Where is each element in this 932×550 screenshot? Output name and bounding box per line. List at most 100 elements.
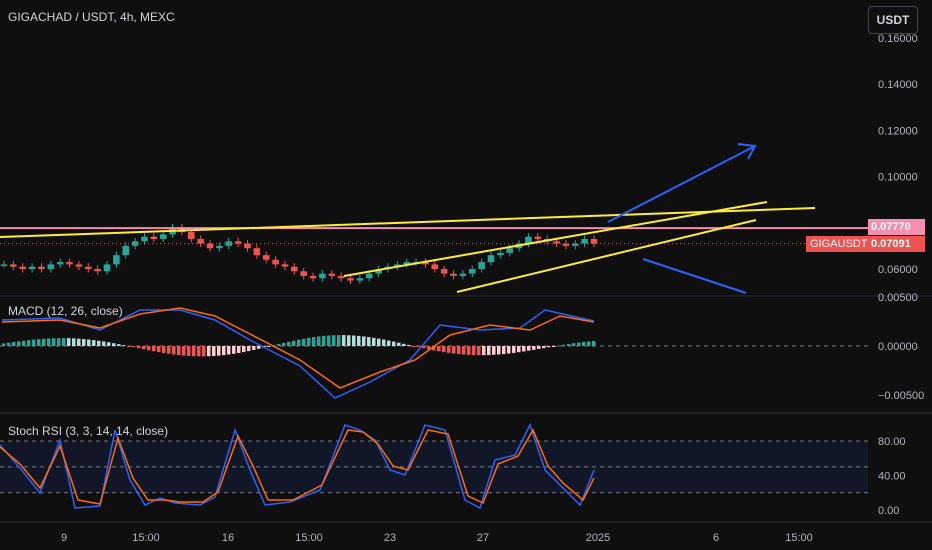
candle-body: [487, 255, 495, 263]
macd-histogram-bar: [147, 346, 151, 351]
macd-histogram-bar: [342, 335, 346, 346]
candle-body: [272, 259, 279, 265]
candle-body: [291, 266, 298, 272]
candle-body: [403, 262, 410, 265]
macd-histogram-bar: [547, 346, 551, 348]
macd-histogram-bar: [212, 346, 216, 357]
currency-button[interactable]: USDT: [868, 6, 918, 34]
macd-histogram-bar: [442, 346, 446, 353]
candle-body: [197, 238, 204, 244]
macd-histogram-bar: [307, 337, 311, 346]
macd-histogram-bar: [182, 346, 186, 356]
macd-histogram-bar: [407, 344, 411, 346]
macd-histogram-bar: [237, 346, 241, 353]
trendline: [456, 219, 757, 293]
macd-histogram-bar: [377, 338, 381, 346]
stoch-tick-label: 40.00: [878, 471, 906, 483]
macd-histogram-bar: [197, 346, 201, 357]
candle-body: [431, 264, 439, 269]
macd-histogram-bar: [22, 340, 26, 346]
candle-body: [38, 266, 45, 269]
trendline: [343, 201, 768, 277]
price-tick-label: 0.16000: [878, 33, 918, 45]
candle-body: [216, 245, 223, 249]
macd-histogram-bar: [532, 346, 536, 350]
candle-body: [497, 252, 504, 256]
candle-body: [525, 236, 532, 244]
up-arrow-line: [607, 145, 756, 223]
macd-histogram-bar: [27, 340, 31, 346]
candle-body: [94, 269, 101, 272]
macd-histogram-bar: [177, 346, 181, 356]
macd-histogram-bar: [412, 346, 416, 347]
macd-histogram-bar: [72, 338, 76, 346]
x-axis-label: 23: [384, 532, 396, 544]
macd-histogram-bar: [192, 346, 196, 357]
candle-body: [75, 264, 83, 267]
macd-histogram-bar: [522, 346, 526, 352]
stoch-k-line: [0, 423, 595, 510]
candle-body: [309, 275, 317, 279]
macd-histogram-bar: [432, 346, 436, 351]
candle-body: [440, 269, 448, 274]
macd-histogram-bar: [162, 346, 166, 353]
candle-body: [0, 264, 8, 266]
candle-body: [10, 264, 17, 267]
candle-body: [141, 236, 148, 242]
macd-histogram-bar: [437, 346, 441, 352]
candle-body: [56, 262, 64, 265]
macd-signal-line: [1, 307, 595, 389]
macd-tick-label: 0.00000: [878, 341, 918, 353]
candle-body: [131, 241, 139, 246]
macd-histogram-bar: [537, 346, 541, 349]
macd-histogram-bar: [292, 340, 296, 346]
macd-histogram-bar: [507, 346, 511, 354]
macd-label: MACD (12, 26, close): [8, 304, 123, 318]
candle-body: [459, 273, 467, 276]
macd-histogram-bar: [87, 339, 91, 346]
macd-histogram-bar: [12, 342, 16, 346]
macd-histogram-bar: [422, 346, 426, 349]
candle-body: [356, 278, 364, 281]
trendline: [0, 207, 816, 238]
candle-body: [244, 243, 251, 249]
candle-body: [159, 234, 167, 239]
macd-histogram-bar: [527, 346, 531, 351]
candle-body: [122, 245, 130, 256]
macd-histogram-bar: [452, 346, 456, 354]
macd-histogram-bar: [207, 346, 211, 357]
macd-histogram-bar: [457, 346, 461, 355]
macd-histogram-bar: [467, 346, 471, 355]
macd-histogram-bar: [277, 344, 281, 346]
macd-histogram-bar: [57, 338, 61, 346]
macd-histogram-bar: [472, 346, 476, 356]
macd-histogram-bar: [427, 346, 431, 350]
macd-histogram-bar: [132, 346, 136, 348]
price-tick-label: 0.10000: [878, 172, 918, 184]
candle-body: [85, 266, 92, 269]
candle-body: [478, 262, 485, 269]
macd-histogram-bar: [302, 338, 306, 346]
price-tick-label: 0.12000: [878, 125, 918, 137]
macd-histogram-bar: [287, 341, 291, 346]
candle-body: [262, 255, 270, 260]
macd-histogram-bar: [17, 341, 21, 346]
macd-histogram-bar: [222, 346, 226, 356]
macd-histogram-bar: [572, 343, 576, 346]
x-axis-label: 15:00: [132, 532, 160, 544]
macd-histogram-bar: [217, 346, 221, 356]
macd-histogram-bar: [502, 346, 506, 354]
price-tick-label: 0.06000: [878, 264, 918, 276]
macd-histogram-bar: [327, 335, 331, 346]
macd-histogram-bar: [102, 341, 106, 346]
macd-histogram-bar: [392, 341, 396, 346]
candle-body: [188, 232, 195, 239]
macd-histogram-bar: [542, 346, 546, 349]
macd-histogram-bar: [142, 346, 146, 350]
x-axis-label: 27: [477, 532, 489, 544]
candle-body: [571, 243, 579, 246]
candle-body: [422, 262, 429, 265]
macd-histogram-bar: [347, 335, 351, 346]
macd-histogram-bar: [447, 346, 451, 353]
macd-histogram-bar: [357, 335, 361, 346]
